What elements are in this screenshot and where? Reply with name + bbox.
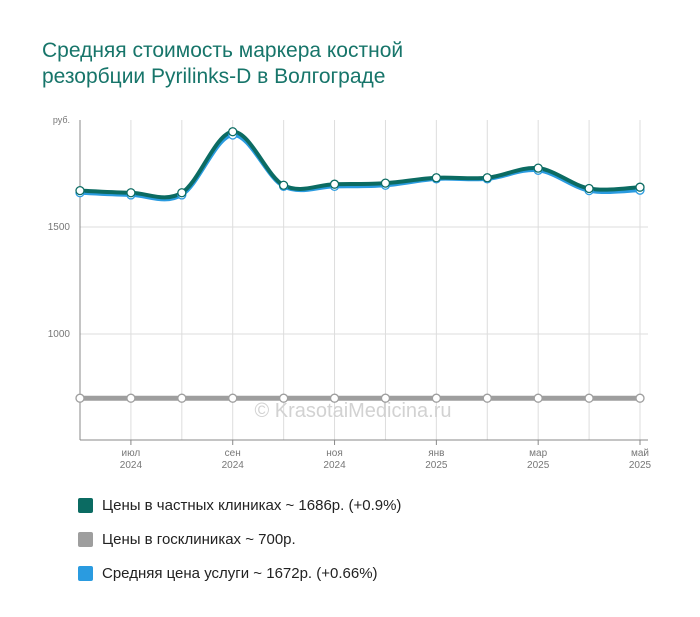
x-tick-label-year: 2024 <box>120 460 143 471</box>
x-tick-label-month: ноя <box>326 448 343 459</box>
legend-swatch-private <box>78 497 93 513</box>
chart-title-line-2: резорбции Pyrilinks-D в Волгограде <box>42 65 386 88</box>
data-point-private <box>584 183 594 194</box>
data-point-public <box>380 393 391 403</box>
line-chart: 10001500руб.июл2024сен2024ноя2024янв2025… <box>48 115 652 471</box>
x-tick-label-month: июл <box>122 448 141 459</box>
watermark-group: © KrasotaiMedicina.ru <box>254 400 451 422</box>
data-point-public <box>278 393 289 403</box>
x-tick-label-month: янв <box>428 448 444 459</box>
y-axis-unit: руб. <box>53 115 70 125</box>
x-tick-label-month: сен <box>225 448 241 459</box>
data-point-private <box>329 179 340 189</box>
data-point-public <box>228 393 238 403</box>
legend-label-private: Цены в частных клиниках ~ 1686р. (+0.9%) <box>102 496 402 514</box>
x-tick-label-year: 2025 <box>629 460 652 471</box>
x-tick-label-year: 2024 <box>323 460 346 471</box>
data-point-private <box>635 182 645 192</box>
data-point-private <box>126 188 136 198</box>
data-point-private <box>278 180 289 190</box>
series-line-average <box>78 132 642 202</box>
y-tick-label: 1500 <box>48 222 71 233</box>
data-point-public <box>431 393 442 403</box>
legend-swatch-average <box>78 565 93 581</box>
chart-grid <box>79 120 648 440</box>
x-tick-label-year: 2025 <box>527 460 550 471</box>
data-point-public <box>482 393 492 403</box>
chart-series <box>77 129 643 401</box>
data-point-private <box>228 127 238 137</box>
data-point-private <box>431 173 442 183</box>
chart-legend: Цены в частных клиниках ~ 1686р. (+0.9%)… <box>78 488 401 590</box>
data-point-private <box>75 185 85 196</box>
data-point-public <box>75 393 85 403</box>
legend-item-private[interactable]: Цены в частных клиниках ~ 1686р. (+0.9%) <box>78 488 401 522</box>
data-point-private <box>482 173 492 183</box>
legend-swatch-public <box>78 531 93 547</box>
legend-label-public: Цены в госклиниках ~ 700р. <box>102 530 296 548</box>
data-point-private <box>177 188 187 198</box>
legend-item-public[interactable]: Цены в госклиниках ~ 700р. <box>78 522 401 556</box>
legend-label-average: Средняя цена услуги ~ 1672р. (+0.66%) <box>102 564 378 582</box>
data-point-public <box>329 393 340 403</box>
y-tick-label: 1000 <box>48 329 71 340</box>
chart-axes: 10001500руб.июл2024сен2024ноя2024янв2025… <box>48 115 652 471</box>
chart-title: Средняя стоимость маркера костной резорб… <box>42 38 642 90</box>
x-tick-label-month: май <box>631 448 649 459</box>
data-point-private <box>380 178 391 188</box>
chart-title-line-1: Средняя стоимость маркера костной <box>42 39 404 62</box>
data-point-private <box>533 163 543 173</box>
x-tick-label-year: 2024 <box>222 460 245 471</box>
x-tick-label-month: мар <box>529 448 547 459</box>
legend-item-average[interactable]: Средняя цена услуги ~ 1672р. (+0.66%) <box>78 556 401 590</box>
x-tick-label-year: 2025 <box>425 460 448 471</box>
data-point-public <box>177 393 187 403</box>
data-point-public <box>533 393 543 403</box>
data-point-public <box>584 393 594 403</box>
data-point-public <box>126 393 136 403</box>
chart-points <box>75 127 645 403</box>
data-point-public <box>635 393 645 403</box>
watermark: © KrasotaiMedicina.ru <box>254 400 451 422</box>
